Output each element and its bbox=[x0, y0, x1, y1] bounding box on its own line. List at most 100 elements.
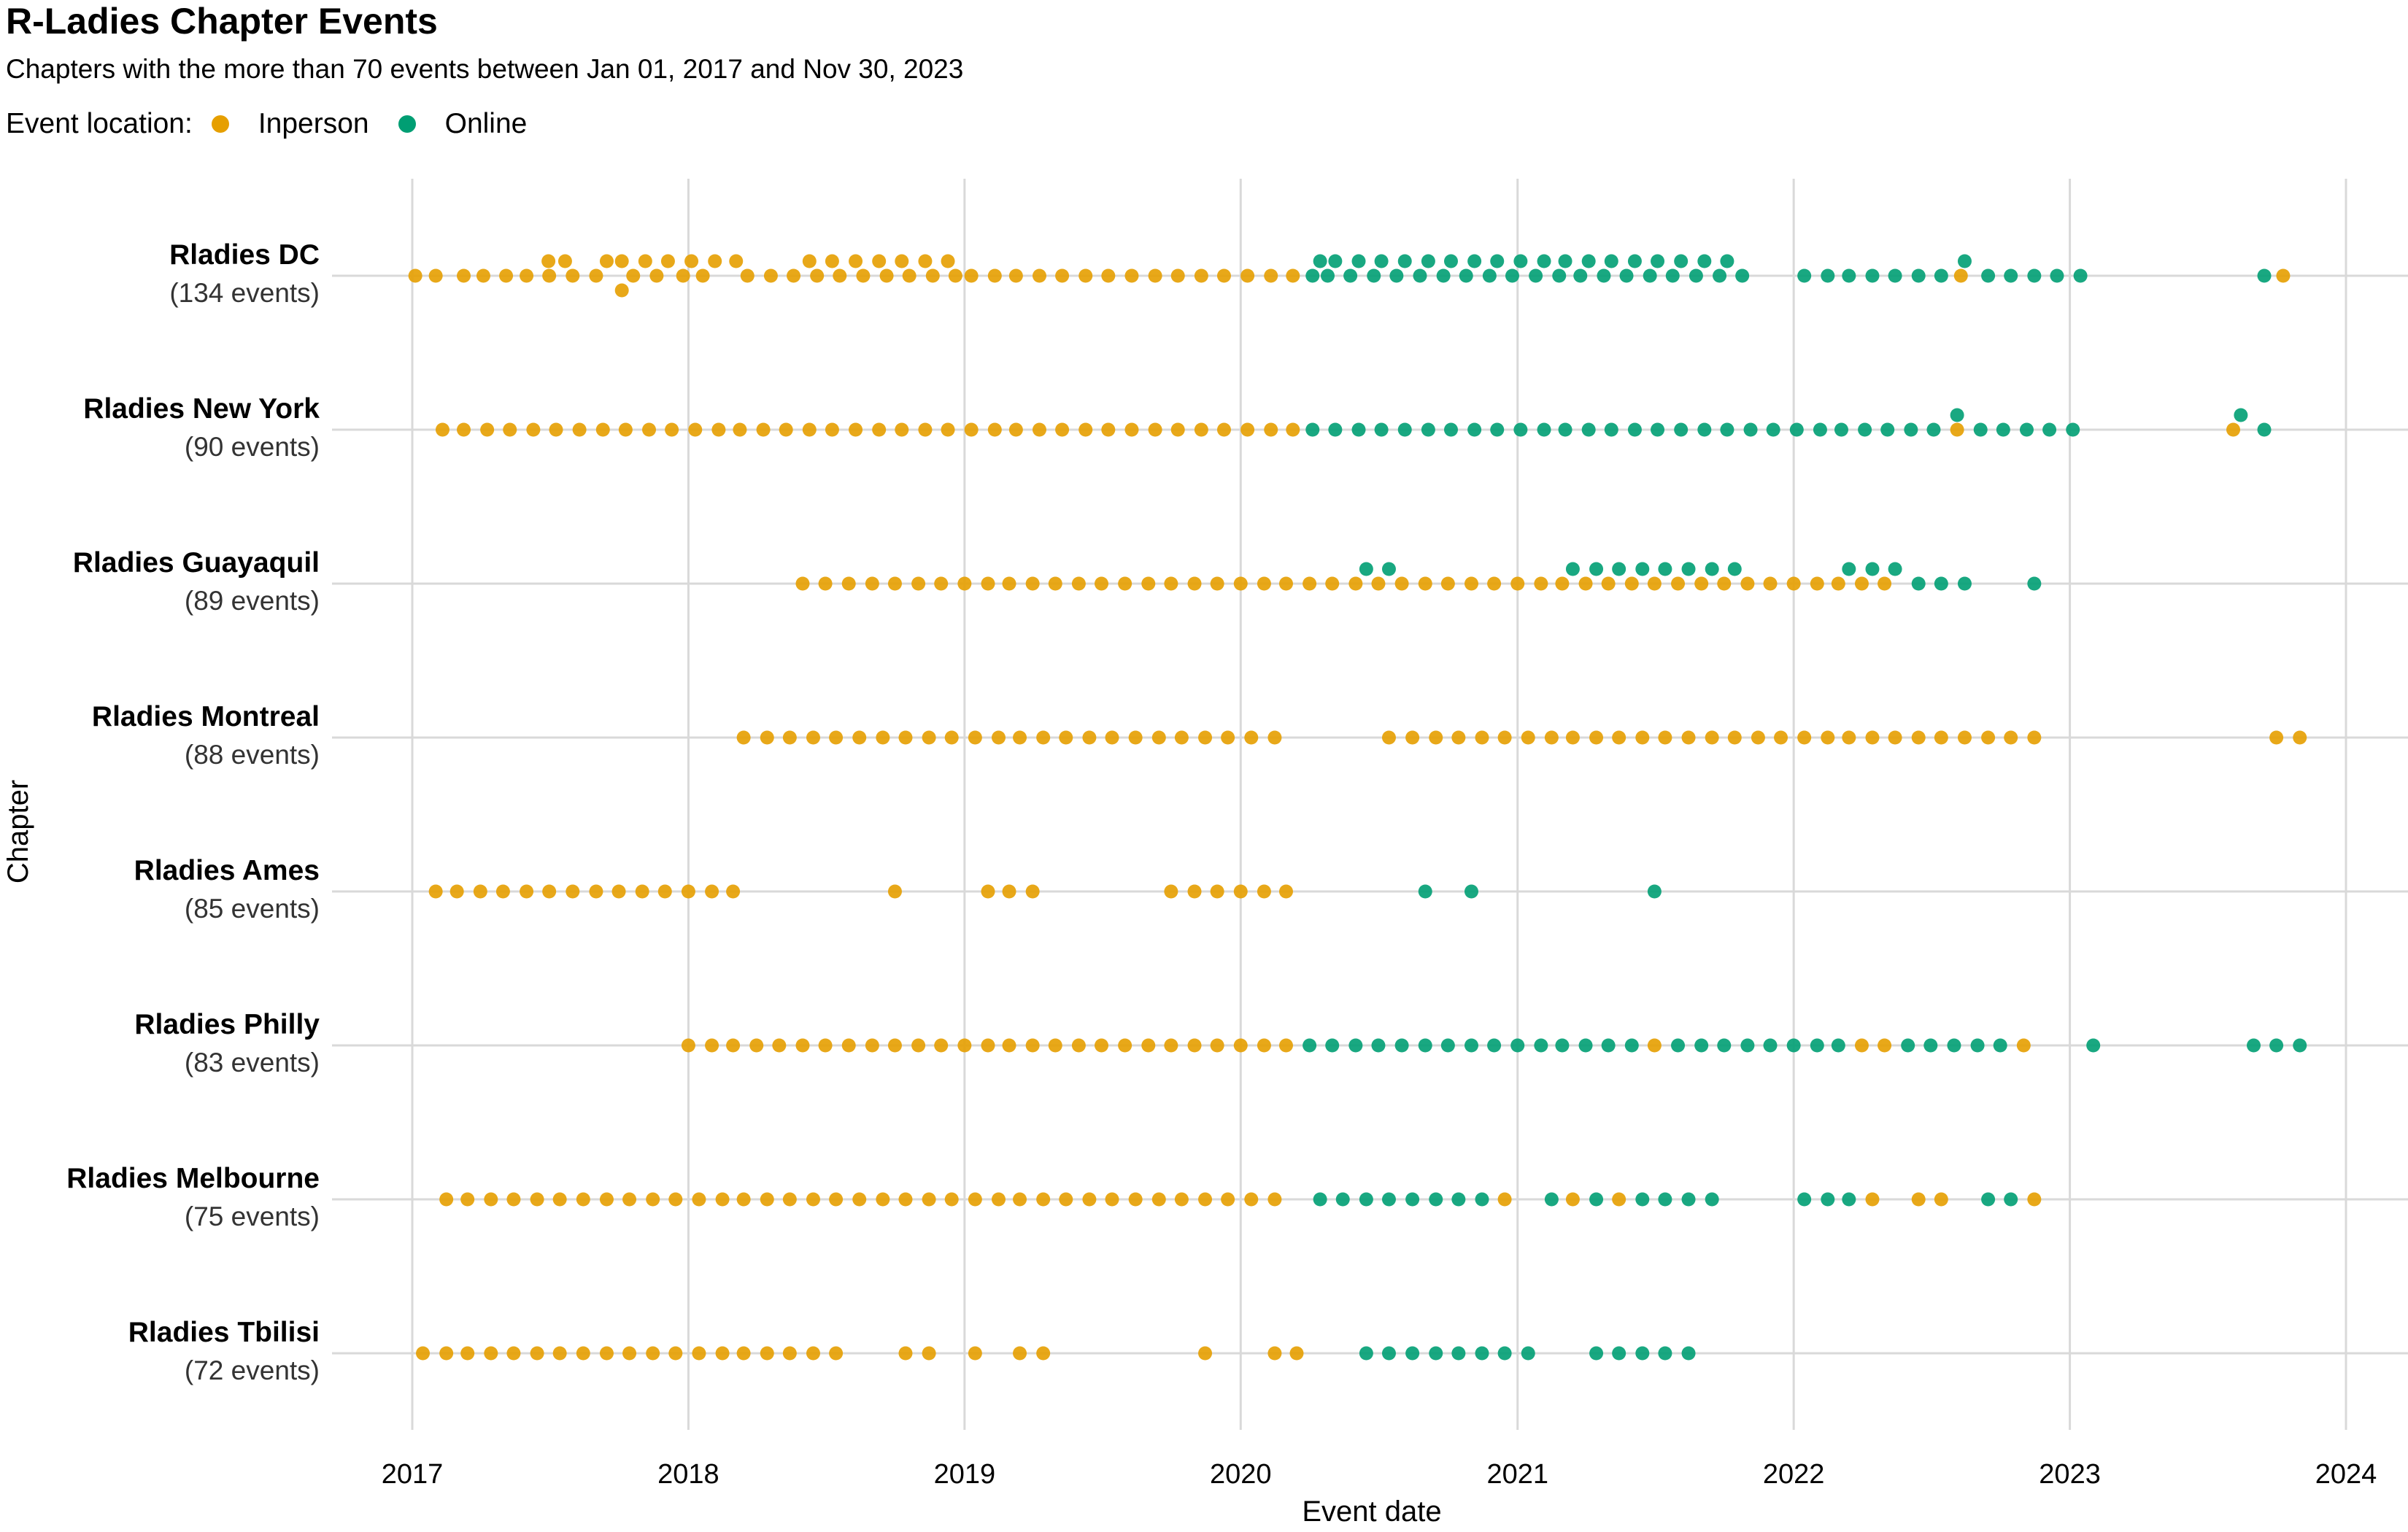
event-point bbox=[992, 730, 1006, 745]
event-point bbox=[1451, 1192, 1466, 1207]
event-point bbox=[1198, 1192, 1213, 1207]
event-point bbox=[526, 422, 541, 437]
event-point bbox=[1950, 422, 1964, 437]
event-point bbox=[611, 884, 626, 899]
event-point bbox=[1934, 576, 1948, 591]
event-point bbox=[1381, 730, 1396, 745]
event-point bbox=[460, 1346, 475, 1361]
event-point bbox=[1996, 422, 2010, 437]
legend-item-inperson: Inperson bbox=[211, 108, 369, 140]
event-point bbox=[1210, 576, 1224, 591]
event-point bbox=[1831, 576, 1845, 591]
event-point bbox=[1505, 268, 1519, 283]
event-point bbox=[1854, 1038, 1869, 1053]
event-point bbox=[1367, 268, 1381, 283]
event-point bbox=[981, 884, 995, 899]
event-point bbox=[1267, 1192, 1282, 1207]
event-point bbox=[2004, 1192, 2018, 1207]
event-point bbox=[408, 268, 422, 283]
event-point bbox=[2086, 1038, 2101, 1053]
event-point bbox=[1831, 1038, 1845, 1053]
event-point bbox=[968, 1192, 982, 1207]
event-point bbox=[1487, 1038, 1502, 1053]
event-point bbox=[1105, 1192, 1119, 1207]
event-point bbox=[1926, 422, 1941, 437]
event-point bbox=[1624, 576, 1639, 591]
event-point bbox=[1187, 1038, 1202, 1053]
event-point bbox=[439, 1346, 454, 1361]
event-point bbox=[1727, 562, 1742, 576]
event-point bbox=[1740, 576, 1755, 591]
event-point bbox=[484, 1192, 498, 1207]
event-point bbox=[705, 1038, 719, 1053]
legend-title: Event location: bbox=[6, 108, 193, 139]
event-point bbox=[542, 268, 557, 283]
event-point bbox=[2050, 268, 2064, 283]
event-point bbox=[1658, 1346, 1672, 1361]
event-point bbox=[887, 1038, 902, 1053]
event-point bbox=[818, 1038, 833, 1053]
event-point bbox=[1118, 576, 1132, 591]
x-tick-label: 2022 bbox=[1763, 1459, 1825, 1490]
event-point bbox=[1878, 1038, 1892, 1053]
event-point bbox=[1774, 730, 1788, 745]
event-point bbox=[925, 268, 940, 283]
event-point bbox=[1244, 1192, 1259, 1207]
event-point bbox=[1059, 730, 1073, 745]
event-point bbox=[1612, 730, 1626, 745]
event-point bbox=[841, 576, 856, 591]
event-point bbox=[1671, 1038, 1686, 1053]
event-point bbox=[1389, 268, 1404, 283]
event-point bbox=[1589, 1346, 1604, 1361]
event-point bbox=[1555, 576, 1570, 591]
event-point bbox=[1359, 1346, 1373, 1361]
event-point bbox=[736, 1192, 751, 1207]
event-point bbox=[681, 1038, 695, 1053]
event-point bbox=[964, 268, 979, 283]
event-point bbox=[879, 268, 894, 283]
event-point bbox=[1267, 1346, 1282, 1361]
event-point bbox=[1244, 730, 1259, 745]
event-point bbox=[1717, 576, 1732, 591]
event-point bbox=[1124, 422, 1139, 437]
event-point bbox=[1013, 730, 1027, 745]
event-point bbox=[1194, 268, 1208, 283]
event-point bbox=[1397, 422, 1412, 437]
event-point bbox=[760, 730, 774, 745]
event-point bbox=[1267, 730, 1282, 745]
event-point bbox=[1797, 268, 1812, 283]
event-point bbox=[1374, 422, 1389, 437]
event-point bbox=[2027, 268, 2042, 283]
event-point bbox=[1381, 1346, 1396, 1361]
y-axis-label: Chapter bbox=[2, 780, 34, 883]
event-point bbox=[1343, 268, 1358, 283]
event-point bbox=[1278, 1038, 1293, 1053]
event-point bbox=[1521, 730, 1535, 745]
event-point bbox=[1359, 562, 1373, 576]
event-point bbox=[1589, 1192, 1604, 1207]
event-point bbox=[1865, 562, 1880, 576]
event-point bbox=[1325, 576, 1340, 591]
event-point bbox=[795, 1038, 810, 1053]
event-point bbox=[1497, 730, 1512, 745]
event-point bbox=[2226, 422, 2241, 437]
event-point bbox=[1694, 1038, 1709, 1053]
event-point bbox=[922, 1346, 936, 1361]
event-point bbox=[1313, 254, 1327, 268]
event-point bbox=[1735, 268, 1750, 283]
event-point bbox=[1981, 268, 1996, 283]
event-point bbox=[1467, 422, 1482, 437]
event-point bbox=[1647, 576, 1662, 591]
legend-key-inperson bbox=[211, 115, 229, 133]
event-point bbox=[1681, 730, 1696, 745]
event-point bbox=[1619, 268, 1634, 283]
event-point bbox=[1950, 408, 1964, 422]
event-point bbox=[795, 576, 810, 591]
event-point bbox=[1521, 1346, 1535, 1361]
event-point bbox=[1635, 562, 1650, 576]
chapter-count-label: (85 events) bbox=[185, 894, 320, 924]
event-point bbox=[520, 884, 534, 899]
event-point bbox=[1348, 576, 1363, 591]
event-point bbox=[1371, 1038, 1386, 1053]
event-point bbox=[1008, 268, 1023, 283]
